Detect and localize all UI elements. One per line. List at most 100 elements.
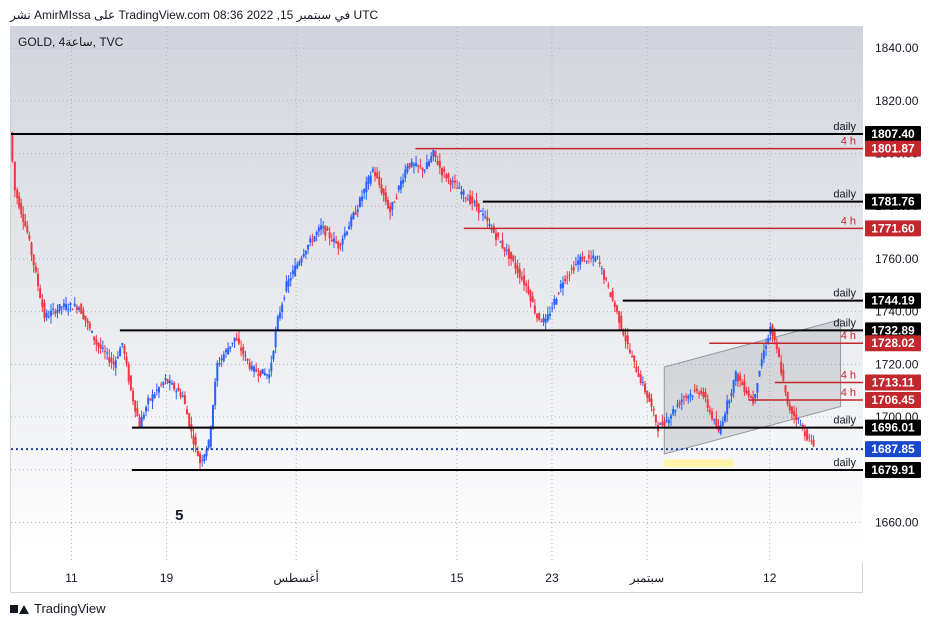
candle-body	[265, 374, 268, 376]
level-tag: daily	[833, 121, 856, 133]
candle-body	[103, 351, 106, 353]
candle-body	[192, 435, 195, 445]
candle-body	[598, 262, 601, 264]
candle-body	[112, 361, 115, 365]
candle-body	[106, 352, 109, 354]
candle-body	[181, 395, 184, 397]
candle-body	[469, 195, 472, 204]
candle-body	[773, 332, 776, 341]
candle-body	[464, 197, 467, 199]
candle-body	[566, 276, 569, 278]
candle-body	[628, 349, 631, 353]
candle-body	[510, 251, 513, 260]
candle-body	[412, 164, 415, 166]
candle-body	[693, 390, 696, 392]
candle-body	[272, 351, 275, 360]
candle-body	[196, 451, 199, 457]
candle-body	[127, 364, 130, 382]
candle-body	[367, 176, 370, 184]
price-label-box	[865, 335, 921, 352]
candle-body	[754, 394, 757, 398]
candle-body	[615, 305, 618, 312]
candle-body	[680, 399, 683, 403]
candle-body	[607, 285, 610, 287]
candle-body	[421, 167, 424, 171]
candle-body	[166, 379, 169, 384]
candle-body	[341, 238, 344, 245]
candle-body	[633, 355, 636, 362]
candle-body	[812, 439, 815, 447]
candle-body	[47, 316, 50, 318]
candle-body	[13, 161, 16, 191]
candle-body	[363, 188, 366, 194]
candle-body	[585, 261, 588, 263]
candle-body	[399, 180, 402, 190]
candle-body	[428, 161, 431, 167]
price-label-text: 1696.01	[871, 421, 915, 435]
candle-body	[259, 370, 262, 377]
candle-body	[205, 449, 208, 457]
candle-body	[278, 312, 281, 319]
candle-body	[505, 249, 508, 251]
candle-body	[652, 408, 655, 411]
candle-body	[659, 423, 662, 425]
candle-body	[661, 421, 664, 425]
price-label-text: 1807.40	[871, 127, 915, 141]
candle-body	[482, 213, 485, 216]
candle-body	[760, 359, 763, 366]
candle-body	[648, 394, 651, 402]
symbol-label: GOLD, 4ساعة, TVC	[18, 35, 124, 49]
candle-body	[67, 309, 70, 311]
candle-body	[462, 190, 465, 195]
x-tick-label: 11	[65, 571, 78, 585]
candle-body	[641, 381, 644, 383]
candle-body	[423, 170, 426, 172]
candle-body	[419, 165, 422, 167]
candle-body	[320, 225, 323, 230]
candle-body	[268, 374, 271, 378]
candle-body	[669, 415, 672, 419]
tradingview-logo-icon	[10, 603, 30, 615]
candle-body	[382, 188, 385, 196]
candle-body	[45, 312, 48, 318]
candle-body	[618, 311, 621, 323]
candle-body	[209, 426, 212, 447]
candle-body	[553, 298, 556, 305]
candle-body	[637, 373, 640, 378]
candle-body	[151, 394, 154, 402]
candle-body	[460, 191, 463, 195]
price-label-text: 1679.91	[871, 463, 915, 477]
candle-body	[445, 174, 448, 179]
candle-body	[745, 390, 748, 394]
candle-body	[765, 345, 768, 349]
candle-body	[730, 393, 733, 396]
price-label-text: 1771.60	[871, 221, 915, 235]
candle-body	[473, 201, 476, 203]
candle-body	[317, 227, 320, 232]
candle-body	[123, 345, 126, 354]
candle-body	[784, 385, 787, 393]
candle-body	[402, 179, 405, 184]
candle-body	[274, 331, 277, 348]
candle-body	[356, 209, 359, 213]
candle-body	[775, 342, 778, 350]
candle-body	[88, 323, 91, 329]
candle-body	[201, 460, 204, 462]
candle-body	[296, 264, 299, 269]
candle-body	[97, 343, 100, 347]
candle-body	[561, 282, 564, 289]
candle-body	[780, 361, 783, 374]
candle-body	[110, 357, 113, 363]
candle-body	[358, 197, 361, 207]
candle-body	[136, 408, 139, 416]
candle-body	[507, 248, 510, 259]
candle-body	[84, 315, 87, 321]
level-tag: 4 h	[841, 387, 856, 399]
candle-body	[393, 201, 396, 203]
candle-body	[456, 187, 459, 189]
publish-header: نشر AmirMIssa على TradingView.com في سبت…	[10, 8, 379, 22]
candle-body	[801, 424, 804, 428]
candle-body	[494, 233, 497, 240]
candle-body	[86, 320, 89, 323]
